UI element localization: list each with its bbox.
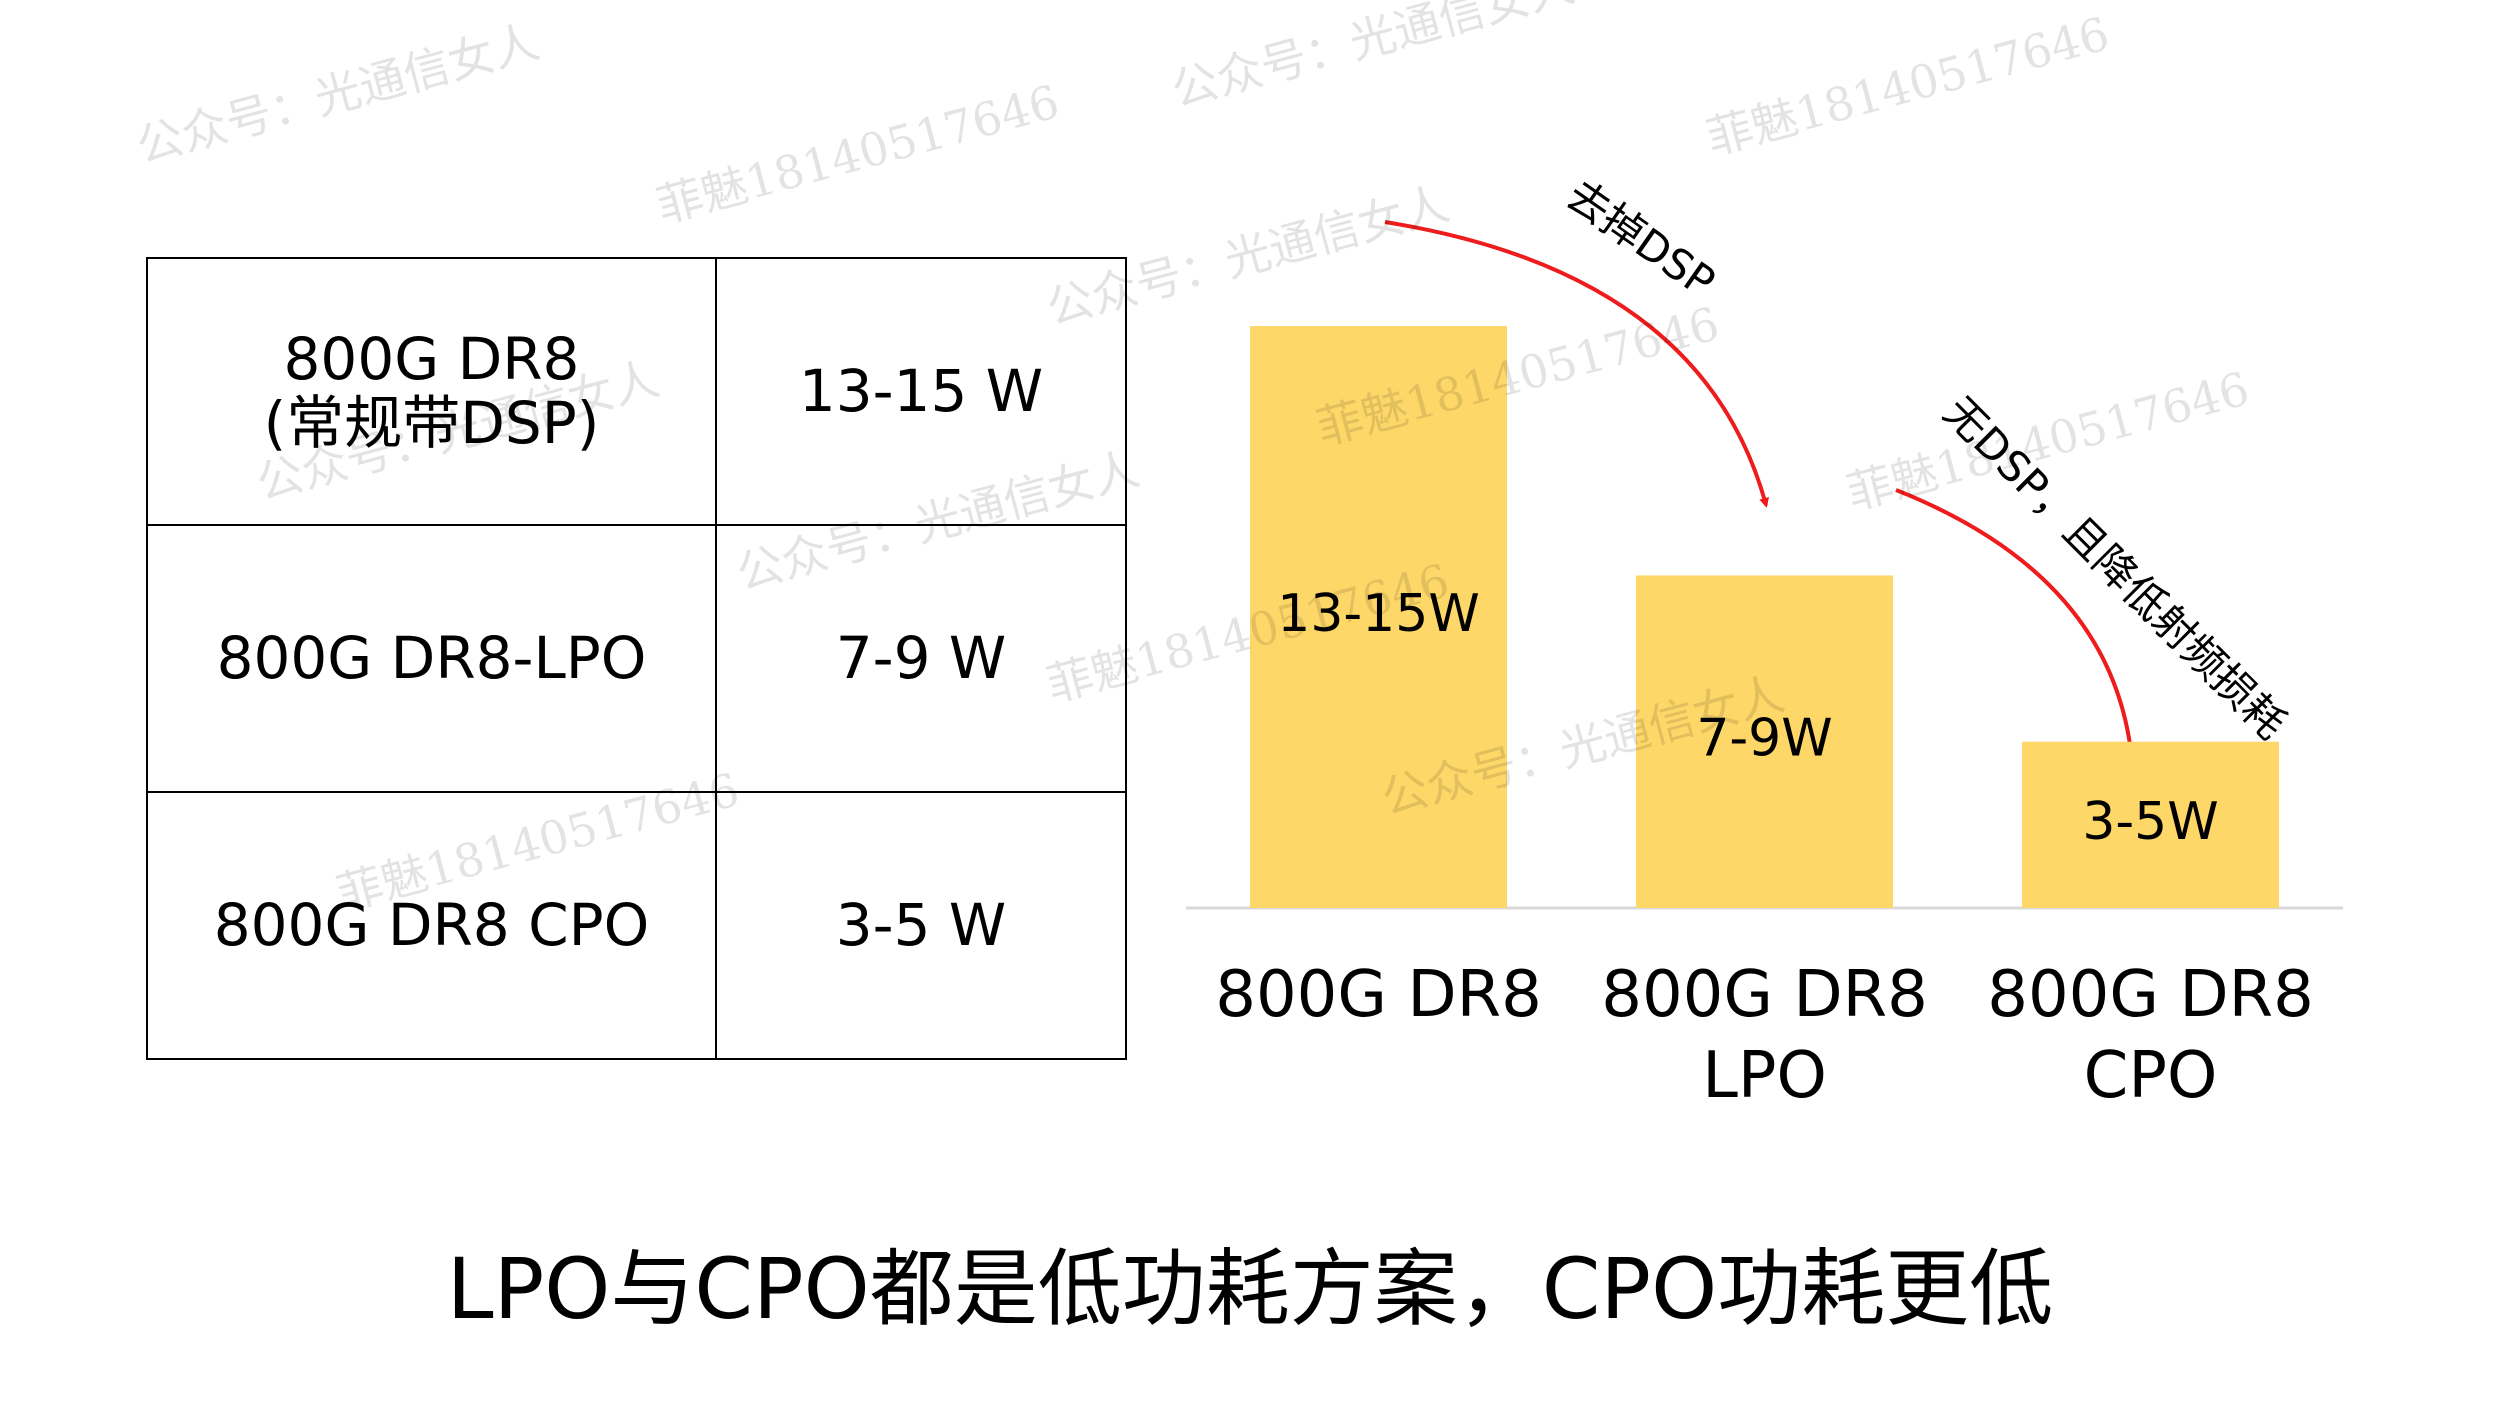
- value-label: 7-9W: [1696, 709, 1832, 769]
- arrow: [1895, 488, 2138, 776]
- x-tick-label: 800G DR8 CPO: [1987, 958, 2314, 1113]
- x-tick-label: 800G DR8 LPO: [1601, 958, 1928, 1113]
- table-cell: 800G DR8 (常规带DSP): [146, 257, 717, 526]
- table-row: 800G DR8 CPO 3-5 W: [146, 791, 1127, 1060]
- annotation: 去掉DSP: [1558, 170, 1724, 307]
- table-cell: 800G DR8-LPO: [146, 524, 717, 793]
- x-tick-label: 800G DR8: [1215, 958, 1542, 1032]
- value-label: 13-15W: [1277, 584, 1480, 644]
- power-table: 800G DR8 (常规带DSP) 13-15 W 800G DR8-LPO 7-9 …: [146, 257, 1127, 1060]
- bar: [2022, 741, 2279, 908]
- annotation: 无DSP，且降低射频损耗: [1934, 387, 2296, 749]
- slide-title: LPO与CPO都是低功耗方案，CPO功耗更低: [446, 1240, 2054, 1338]
- bar: [1250, 326, 1507, 908]
- bar: [1636, 575, 1893, 908]
- table-row: 800G DR8-LPO 7-9 W: [146, 524, 1127, 793]
- table-cell: 7-9 W: [715, 524, 1127, 793]
- table-cell: 3-5 W: [715, 791, 1127, 1060]
- value-label: 3-5W: [2082, 792, 2218, 852]
- table-row: 800G DR8 (常规带DSP) 13-15 W: [146, 257, 1127, 526]
- table-cell: 13-15 W: [715, 257, 1127, 526]
- table-cell: 800G DR8 CPO: [146, 791, 717, 1060]
- arrow: [1384, 220, 1769, 508]
